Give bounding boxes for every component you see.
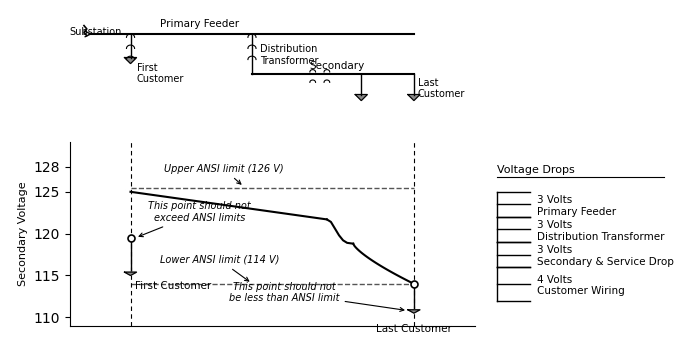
Text: Lower ANSI limit (114 V): Lower ANSI limit (114 V) [160,255,279,281]
Text: 4 Volts: 4 Volts [537,275,572,285]
Y-axis label: Secondary Voltage: Secondary Voltage [18,181,28,286]
Text: Primary Feeder: Primary Feeder [160,19,239,29]
Text: Distribution Transformer: Distribution Transformer [537,232,664,242]
Text: Secondary: Secondary [309,61,364,71]
Text: First Customer: First Customer [135,281,211,291]
Text: Substation: Substation [70,27,122,37]
Text: This point should not
exceed ANSI limits: This point should not exceed ANSI limits [139,201,251,237]
Text: Primary Feeder: Primary Feeder [537,207,616,217]
Polygon shape [124,57,137,64]
Text: Upper ANSI limit (126 V): Upper ANSI limit (126 V) [164,164,283,184]
Polygon shape [408,95,420,101]
Text: Customer Wiring: Customer Wiring [537,286,625,296]
Text: This point should not
be less than ANSI limit: This point should not be less than ANSI … [229,282,404,312]
Text: Secondary & Service Drop: Secondary & Service Drop [537,257,674,267]
Polygon shape [355,95,367,101]
Text: 3 Volts: 3 Volts [537,195,572,205]
Text: 3 Volts: 3 Volts [537,220,572,230]
Text: Voltage Drops: Voltage Drops [497,165,574,175]
Text: Last
Customer: Last Customer [418,78,466,99]
Text: Distribution
Transformer: Distribution Transformer [260,44,318,66]
Polygon shape [408,310,420,313]
Text: First
Customer: First Customer [137,63,184,84]
Text: Last Customer: Last Customer [376,324,452,334]
Text: 3 Volts: 3 Volts [537,245,572,255]
Polygon shape [124,272,137,275]
